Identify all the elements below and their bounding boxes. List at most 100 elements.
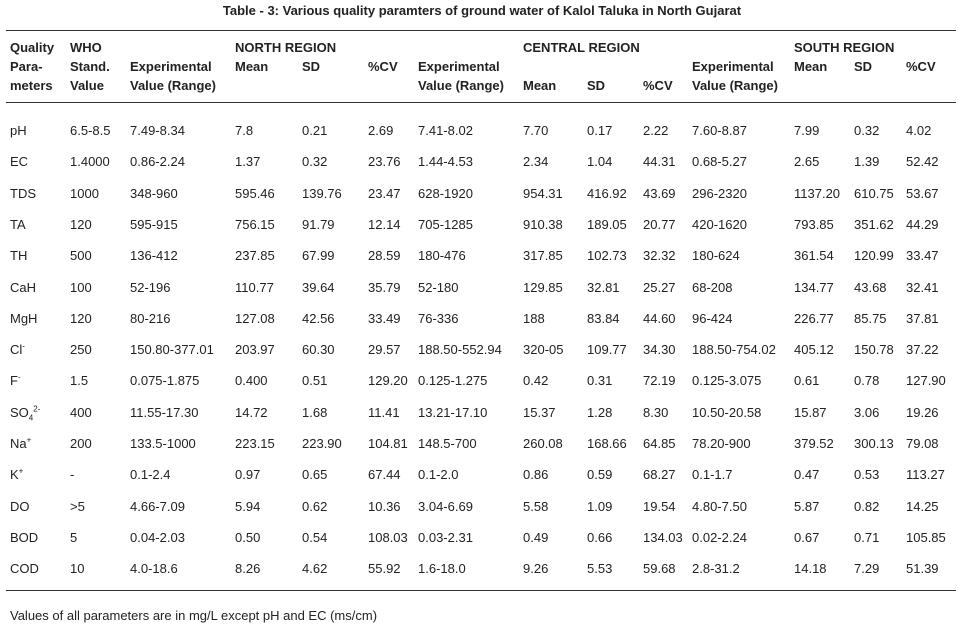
central-range-cell: 1.44-4.53 <box>418 154 473 169</box>
south-sd-cell: 7.29 <box>854 561 880 576</box>
south-range-cell: 0.02-2.24 <box>692 530 747 545</box>
south-mean-cell: 15.87 <box>794 405 827 420</box>
central-cv-cell: 44.31 <box>643 154 676 169</box>
north-cv-cell: 67.44 <box>368 467 401 482</box>
south-cv-cell: 51.39 <box>906 561 939 576</box>
north-mean-cell: 595.46 <box>235 186 275 201</box>
south-cv-cell: 105.85 <box>906 530 946 545</box>
central-range-cell: 628-1920 <box>418 186 473 201</box>
south-sd-cell: 85.75 <box>854 311 887 326</box>
who-value-cell: 120 <box>70 311 92 326</box>
south-cv-cell: 113.27 <box>906 467 945 482</box>
param-name: DO <box>10 499 30 514</box>
header-meters: meters <box>10 78 53 93</box>
param-superscript: + <box>18 466 24 476</box>
central-sd-cell: 0.66 <box>587 530 613 545</box>
param-name: pH <box>10 123 27 138</box>
param-name: K <box>10 467 19 482</box>
north-mean-cell: 203.97 <box>235 342 275 357</box>
north-mean-cell: 14.72 <box>235 405 268 420</box>
who-value-cell: >5 <box>70 499 85 514</box>
central-range-cell: 13.21-17.10 <box>418 405 488 420</box>
south-mean-cell: 5.87 <box>794 499 820 514</box>
north-sd-cell: 42.56 <box>302 311 335 326</box>
south-sd-cell: 351.62 <box>854 217 894 232</box>
south-sd-cell: 43.68 <box>854 280 887 295</box>
south-range-cell: 10.50-20.58 <box>692 405 762 420</box>
central-mean-cell: 317.85 <box>523 248 563 263</box>
south-range-cell: 96-424 <box>692 311 733 326</box>
param-superscript: - <box>22 341 25 351</box>
param-name: SO <box>10 405 29 420</box>
header-central-mean: Mean <box>523 78 557 93</box>
north-mean-cell: 8.26 <box>235 561 261 576</box>
central-range-cell: 52-180 <box>418 280 459 295</box>
table-top-rule <box>6 30 956 31</box>
header-south-sd: SD <box>854 59 873 74</box>
header-north-cv: %CV <box>368 59 398 74</box>
central-cv-cell: 20.77 <box>643 217 676 232</box>
header-who: WHO <box>70 40 102 55</box>
south-cv-cell: 14.25 <box>906 499 939 514</box>
north-mean-cell: 0.400 <box>235 373 268 388</box>
north-cv-cell: 29.57 <box>368 342 401 357</box>
south-range-cell: 420-1620 <box>692 217 747 232</box>
north-mean-cell: 5.94 <box>235 499 261 514</box>
south-sd-cell: 3.06 <box>854 405 880 420</box>
header-quality: Quality <box>10 40 55 55</box>
north-range-cell: 0.1-2.4 <box>130 467 171 482</box>
param-cell: K+ <box>10 467 23 483</box>
param-cell: F- <box>10 373 21 389</box>
south-mean-cell: 361.54 <box>794 248 834 263</box>
who-value-cell: 1.5 <box>70 373 89 388</box>
central-mean-cell: 2.34 <box>523 154 549 169</box>
header-north-sd: SD <box>302 59 321 74</box>
north-sd-cell: 139.76 <box>302 186 342 201</box>
north-sd-cell: 4.62 <box>302 561 328 576</box>
header-north-region: NORTH REGION <box>235 40 337 55</box>
who-value-cell: 6.5-8.5 <box>70 123 111 138</box>
north-sd-cell: 60.30 <box>302 342 335 357</box>
north-cv-cell: 28.59 <box>368 248 401 263</box>
central-sd-cell: 189.05 <box>587 217 627 232</box>
central-cv-cell: 68.27 <box>643 467 676 482</box>
central-range-cell: 148.5-700 <box>418 436 477 451</box>
param-name: TA <box>10 217 26 232</box>
who-value-cell: 120 <box>70 217 92 232</box>
north-mean-cell: 237.85 <box>235 248 275 263</box>
north-cv-cell: 11.41 <box>368 405 400 420</box>
central-sd-cell: 0.59 <box>587 467 613 482</box>
header-north-experimental: Experimental <box>130 59 212 74</box>
central-mean-cell: 7.70 <box>523 123 549 138</box>
table-title: Table - 3: Various quality paramters of … <box>222 3 742 18</box>
central-cv-cell: 43.69 <box>643 186 676 201</box>
central-range-cell: 7.41-8.02 <box>418 123 473 138</box>
south-range-cell: 0.125-3.075 <box>692 373 762 388</box>
south-cv-cell: 127.90 <box>906 373 946 388</box>
north-range-cell: 4.66-7.09 <box>130 499 185 514</box>
north-range-cell: 0.86-2.24 <box>130 154 185 169</box>
south-cv-cell: 37.22 <box>906 342 939 357</box>
param-cell: MgH <box>10 311 37 327</box>
param-cell: COD <box>10 561 39 577</box>
south-cv-cell: 33.47 <box>906 248 939 263</box>
south-mean-cell: 14.18 <box>794 561 827 576</box>
north-cv-cell: 12.14 <box>368 217 401 232</box>
central-cv-cell: 25.27 <box>643 280 676 295</box>
north-cv-cell: 35.79 <box>368 280 401 295</box>
central-mean-cell: 129.85 <box>523 280 563 295</box>
central-sd-cell: 168.66 <box>587 436 627 451</box>
north-sd-cell: 39.64 <box>302 280 335 295</box>
north-cv-cell: 104.81 <box>368 436 408 451</box>
north-cv-cell: 10.36 <box>368 499 401 514</box>
central-cv-cell: 34.30 <box>643 342 676 357</box>
header-para: Para- <box>10 59 43 74</box>
north-cv-cell: 129.20 <box>368 373 408 388</box>
param-name: COD <box>10 561 39 576</box>
south-mean-cell: 0.67 <box>794 530 820 545</box>
south-range-cell: 296-2320 <box>692 186 747 201</box>
south-mean-cell: 7.99 <box>794 123 820 138</box>
north-mean-cell: 0.50 <box>235 530 261 545</box>
header-north-mean: Mean <box>235 59 269 74</box>
param-name: CaH <box>10 280 37 295</box>
